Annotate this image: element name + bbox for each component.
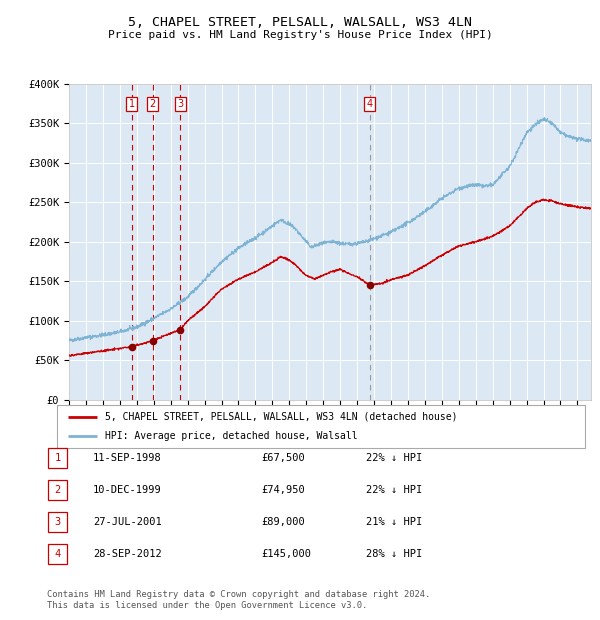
Text: £145,000: £145,000 (261, 549, 311, 559)
Text: 2: 2 (149, 99, 156, 109)
Text: Price paid vs. HM Land Registry's House Price Index (HPI): Price paid vs. HM Land Registry's House … (107, 30, 493, 40)
Text: 28% ↓ HPI: 28% ↓ HPI (366, 549, 422, 559)
Text: 3: 3 (177, 99, 184, 109)
Text: 5, CHAPEL STREET, PELSALL, WALSALL, WS3 4LN: 5, CHAPEL STREET, PELSALL, WALSALL, WS3 … (128, 16, 472, 29)
Text: 4: 4 (55, 549, 61, 559)
Text: 22% ↓ HPI: 22% ↓ HPI (366, 453, 422, 463)
Text: 21% ↓ HPI: 21% ↓ HPI (366, 517, 422, 527)
Text: £67,500: £67,500 (261, 453, 305, 463)
Text: £89,000: £89,000 (261, 517, 305, 527)
Text: £74,950: £74,950 (261, 485, 305, 495)
Text: 5, CHAPEL STREET, PELSALL, WALSALL, WS3 4LN (detached house): 5, CHAPEL STREET, PELSALL, WALSALL, WS3 … (104, 412, 457, 422)
Text: HPI: Average price, detached house, Walsall: HPI: Average price, detached house, Wals… (104, 432, 357, 441)
Text: 27-JUL-2001: 27-JUL-2001 (93, 517, 162, 527)
Text: 2: 2 (55, 485, 61, 495)
Text: 1: 1 (55, 453, 61, 463)
Text: 3: 3 (55, 517, 61, 527)
Text: 11-SEP-1998: 11-SEP-1998 (93, 453, 162, 463)
Text: 4: 4 (367, 99, 373, 109)
Text: 22% ↓ HPI: 22% ↓ HPI (366, 485, 422, 495)
Text: 28-SEP-2012: 28-SEP-2012 (93, 549, 162, 559)
Text: 1: 1 (128, 99, 134, 109)
Text: Contains HM Land Registry data © Crown copyright and database right 2024.
This d: Contains HM Land Registry data © Crown c… (47, 590, 430, 609)
Text: 10-DEC-1999: 10-DEC-1999 (93, 485, 162, 495)
